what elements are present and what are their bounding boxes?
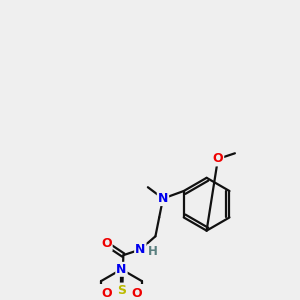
Text: N: N [116,263,127,276]
Text: O: O [101,237,112,250]
Text: N: N [158,192,168,205]
Text: H: H [148,245,158,258]
Text: N: N [135,243,146,256]
Text: O: O [131,287,142,300]
Text: O: O [101,287,112,300]
Text: O: O [213,152,223,165]
Text: S: S [117,284,126,297]
